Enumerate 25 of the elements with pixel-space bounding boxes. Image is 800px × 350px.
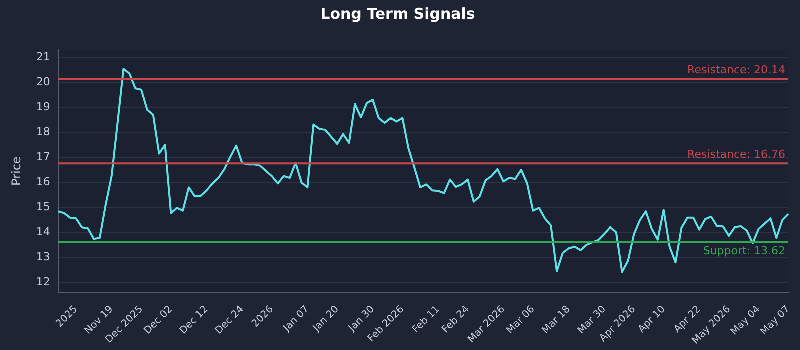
y-tick-label: 17 xyxy=(36,150,50,164)
y-tick-label: 13 xyxy=(36,250,50,264)
x-tick-label: Dec 02 xyxy=(142,304,176,337)
x-tick-label: Apr 10 xyxy=(636,304,668,336)
ref-line-label: Resistance: 20.14 xyxy=(688,63,786,76)
y-tick-label: 16 xyxy=(36,175,50,188)
ref-line-label: Support: 13.62 xyxy=(703,244,786,258)
x-tick-label: Dec 24 xyxy=(214,304,246,337)
y-tick-label: 15 xyxy=(36,200,50,214)
x-tick-label: Feb 11 xyxy=(410,304,442,336)
y-tick-label: 12 xyxy=(36,276,50,289)
chart-title: Long Term Signals xyxy=(320,4,476,23)
x-tick-label: Feb 24 xyxy=(440,304,472,336)
x-tick-label: Jan 07 xyxy=(281,304,312,335)
ref-line-label: Resistance: 16.76 xyxy=(688,148,786,161)
y-tick-label: 19 xyxy=(36,100,50,114)
y-tick-label: 14 xyxy=(36,225,50,238)
x-tick-label: Mar 06 xyxy=(504,304,538,336)
x-tick-label: Mar 18 xyxy=(540,304,573,336)
y-tick-label: 18 xyxy=(36,125,50,138)
x-tick-label: Dec 12 xyxy=(178,304,211,337)
y-axis-title: Price xyxy=(9,156,24,186)
y-tick-label: 21 xyxy=(36,50,50,64)
x-tick-label: Jan 20 xyxy=(310,304,342,335)
y-tick-label: 20 xyxy=(36,75,50,88)
